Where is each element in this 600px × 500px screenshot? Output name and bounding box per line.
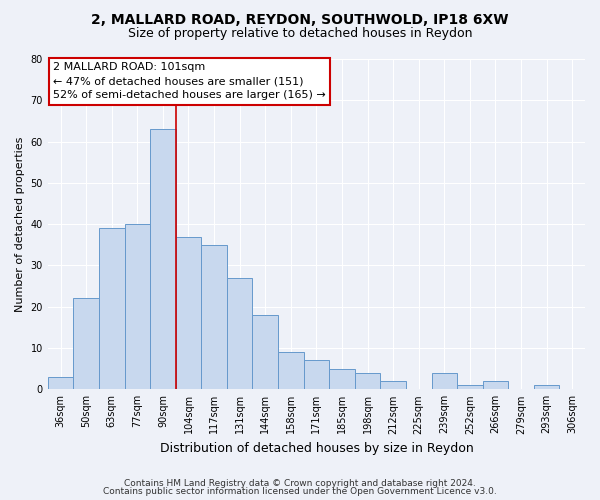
Bar	[73, 298, 99, 390]
Bar	[355, 373, 380, 390]
Bar	[534, 385, 559, 390]
Text: 2, MALLARD ROAD, REYDON, SOUTHWOLD, IP18 6XW: 2, MALLARD ROAD, REYDON, SOUTHWOLD, IP18…	[91, 12, 509, 26]
Bar	[304, 360, 329, 390]
Bar	[457, 385, 482, 390]
Text: Contains public sector information licensed under the Open Government Licence v3: Contains public sector information licen…	[103, 487, 497, 496]
Bar	[48, 377, 73, 390]
Bar	[99, 228, 125, 390]
Y-axis label: Number of detached properties: Number of detached properties	[15, 136, 25, 312]
Bar	[380, 381, 406, 390]
Text: Size of property relative to detached houses in Reydon: Size of property relative to detached ho…	[128, 28, 472, 40]
Bar	[431, 373, 457, 390]
Text: 2 MALLARD ROAD: 101sqm
← 47% of detached houses are smaller (151)
52% of semi-de: 2 MALLARD ROAD: 101sqm ← 47% of detached…	[53, 62, 326, 100]
Bar	[227, 278, 253, 390]
Bar	[150, 129, 176, 390]
X-axis label: Distribution of detached houses by size in Reydon: Distribution of detached houses by size …	[160, 442, 473, 455]
Bar	[278, 352, 304, 390]
Text: Contains HM Land Registry data © Crown copyright and database right 2024.: Contains HM Land Registry data © Crown c…	[124, 478, 476, 488]
Bar	[201, 245, 227, 390]
Bar	[482, 381, 508, 390]
Bar	[329, 368, 355, 390]
Bar	[253, 315, 278, 390]
Bar	[176, 236, 201, 390]
Bar	[125, 224, 150, 390]
